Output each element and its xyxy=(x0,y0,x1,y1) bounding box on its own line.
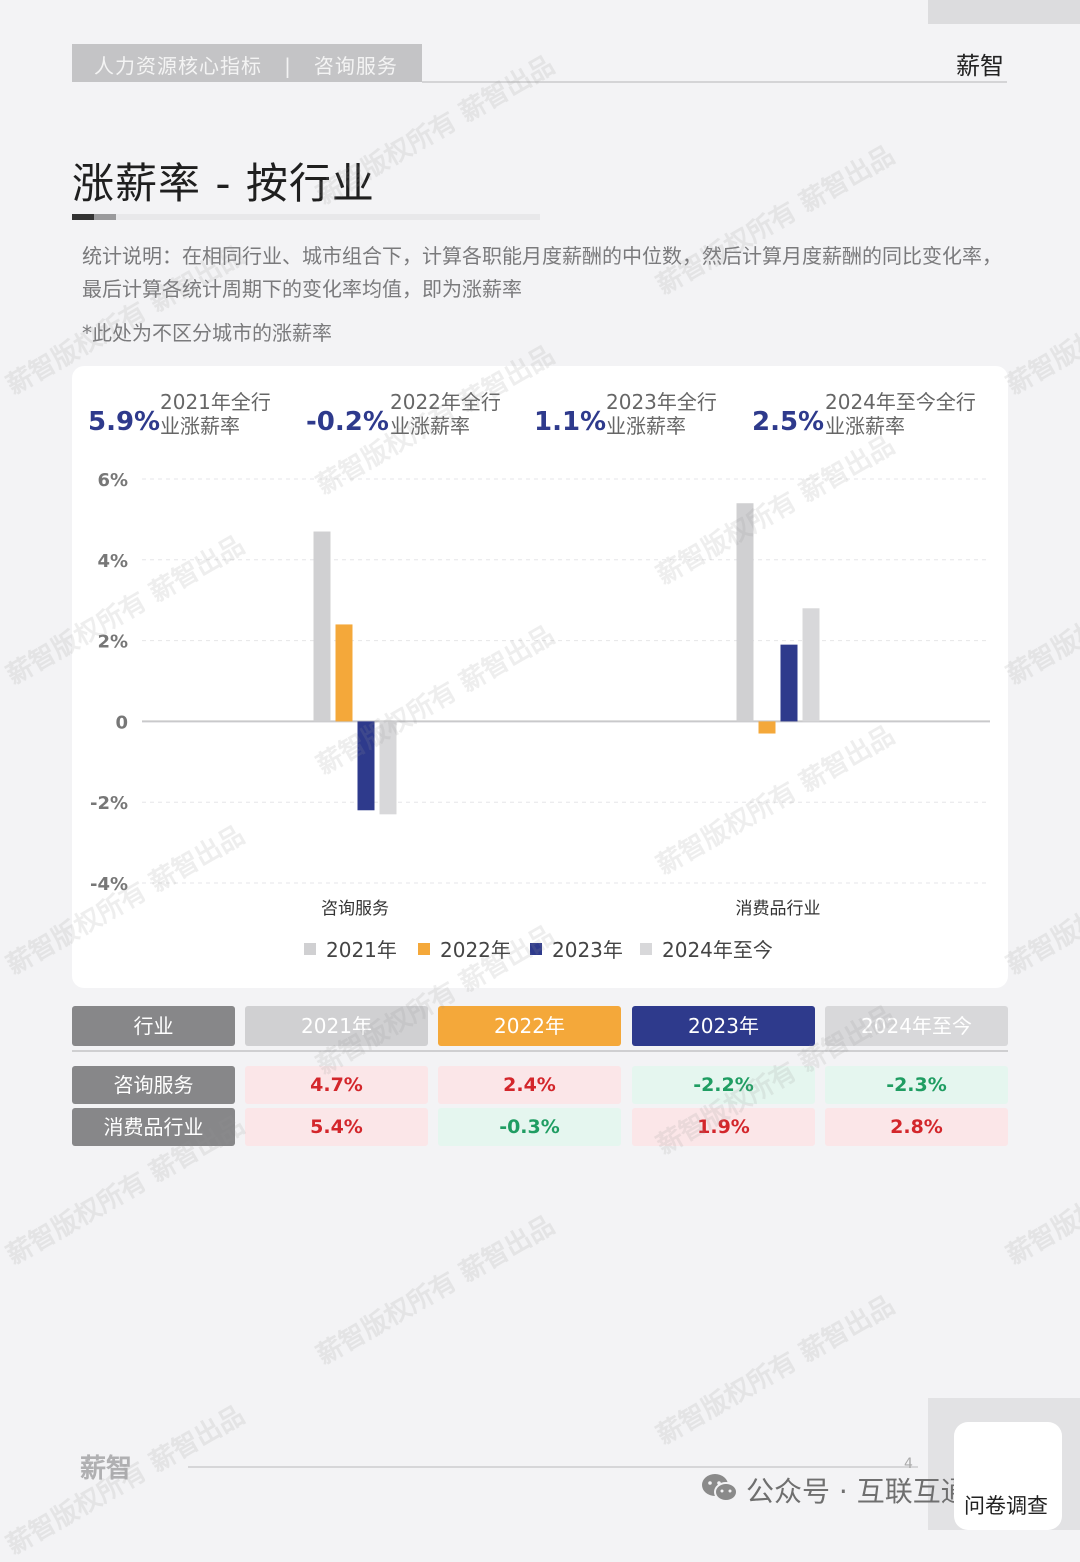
wechat-icon xyxy=(702,1474,738,1502)
table-cell: -2.2% xyxy=(632,1066,815,1104)
footer-divider xyxy=(188,1466,918,1468)
y-tick-label: -2% xyxy=(90,793,128,814)
kpi-value-2022: -0.2% xyxy=(306,407,389,437)
page-number: 4 xyxy=(904,1456,913,1472)
table-row-label: 咨询服务 xyxy=(72,1066,235,1104)
kpi-value-2021: 5.9% xyxy=(88,407,161,437)
table-header-industry: 行业 xyxy=(72,1006,235,1046)
watermark: 薪智版权所有 薪智出品 xyxy=(311,1210,560,1371)
footer-logo: 薪智 xyxy=(80,1454,133,1484)
watermark: 薪智版权所有 薪智出品 xyxy=(1001,820,1080,981)
y-tick-label: 4% xyxy=(97,551,128,572)
bar-chart: 6% 4% 2% 0 -2% -4% 咨询服务 消费品行业 2021年 2022年 2023年 202… xyxy=(90,470,990,962)
x-category-label: 咨询服务 xyxy=(321,899,389,919)
table-divider xyxy=(72,1050,1008,1052)
watermark: 薪智版权所有 薪智出品 xyxy=(1001,1110,1080,1271)
table-header-2022: 2022年 xyxy=(438,1006,621,1046)
legend-swatch xyxy=(304,943,316,955)
table-header-2024: 2024年至今 xyxy=(825,1006,1008,1046)
bar xyxy=(335,624,353,722)
description-text: 统计说明：在相同行业、城市组合下，计算各职能月度薪酬的中位数，然后计算月度薪酬的… xyxy=(82,244,1002,301)
bar xyxy=(357,721,375,811)
watermark: 薪智版权所有 薪智出品 xyxy=(651,1290,900,1451)
table-cell: 2.8% xyxy=(825,1108,1008,1146)
table-cell: 2.4% xyxy=(438,1066,621,1104)
bar xyxy=(379,721,397,815)
header-divider xyxy=(422,81,1007,83)
y-tick-label: -4% xyxy=(90,874,128,895)
bar xyxy=(313,531,331,722)
kpi-value-2024: 2.5% xyxy=(752,407,825,437)
survey-label[interactable]: 问卷调查 xyxy=(964,1494,1048,1518)
kpi-label-2023: 2023年全行业涨薪率 xyxy=(606,390,717,438)
brand-name: 薪智 xyxy=(956,52,1004,80)
y-tick-label: 2% xyxy=(97,632,128,653)
table-header-2023: 2023年 xyxy=(632,1006,815,1046)
header-bar xyxy=(72,44,422,82)
legend-label: 2022年 xyxy=(440,938,511,962)
legend-label: 2023年 xyxy=(552,938,623,962)
legend-swatch xyxy=(418,943,430,955)
corner-decoration xyxy=(928,0,1080,24)
y-tick-label: 6% xyxy=(97,470,128,491)
kpi-label-2021: 2021年全行业涨薪率 xyxy=(160,390,271,438)
table-cell: 5.4% xyxy=(245,1108,428,1146)
bar xyxy=(780,644,798,722)
table-row-label: 消费品行业 xyxy=(72,1108,235,1146)
legend-swatch xyxy=(640,943,652,955)
survey-button[interactable] xyxy=(954,1422,1062,1530)
table-cell: 4.7% xyxy=(245,1066,428,1104)
kpi-label-2024: 2024年至今全行业涨薪率 xyxy=(825,390,976,438)
watermark: 薪智版权所有 薪智出品 xyxy=(1001,530,1080,691)
kpi-label-2022: 2022年全行业涨薪率 xyxy=(390,390,501,438)
legend-label: 2024年至今 xyxy=(662,938,773,962)
x-category-label: 消费品行业 xyxy=(736,899,821,919)
breadcrumb: 人力资源核心指标 | 咨询服务 xyxy=(94,54,398,78)
page-title: 涨薪率 - 按行业 xyxy=(72,159,375,208)
kpi-value-2023: 1.1% xyxy=(534,407,607,437)
table-header-2021: 2021年 xyxy=(245,1006,428,1046)
table-cell: 1.9% xyxy=(632,1108,815,1146)
data-table: 行业 2021年 2022年 2023年 2024年至今 咨询服务 4.7% 2… xyxy=(72,1006,1008,1151)
title-underline xyxy=(72,214,540,220)
legend-label: 2021年 xyxy=(326,938,397,962)
chart-card xyxy=(72,366,1008,988)
bar xyxy=(736,503,754,722)
table-cell: -0.3% xyxy=(438,1108,621,1146)
legend-swatch xyxy=(530,943,542,955)
table-cell: -2.3% xyxy=(825,1066,1008,1104)
y-tick-label: 0 xyxy=(115,712,128,733)
bar xyxy=(802,608,820,722)
bar xyxy=(758,721,776,734)
note-text: *此处为不区分城市的涨薪率 xyxy=(82,321,332,345)
